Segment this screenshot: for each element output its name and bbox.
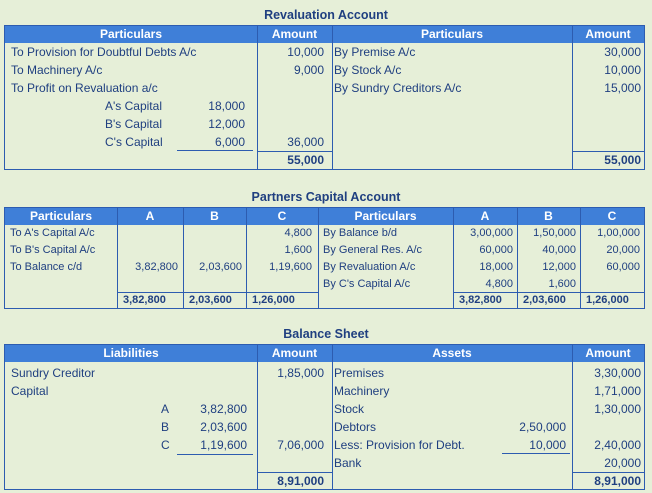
cr-label-1: By Stock A/c [334, 63, 402, 77]
cap-cr-label-2: By Revaluation A/c [323, 261, 416, 273]
sub-label-1: B's Capital [105, 117, 162, 131]
dr-label-0: To Provision for Doubtful Debts A/c [11, 45, 197, 59]
cap-cr-c-2: 60,000 [606, 261, 640, 273]
bs-asset-amount-2: 1,30,000 [594, 402, 641, 416]
cap-total-left-b: 2,03,600 [189, 294, 232, 306]
cr-amount-0: 30,000 [604, 45, 641, 59]
bs-asset-amount-0: 3,30,000 [594, 366, 641, 380]
bs-capital-label: Capital [11, 384, 49, 398]
revaluation-table: Particulars Amount Particulars Amount To… [4, 25, 645, 170]
cap-cr-label-3: By C's Capital A/c [323, 278, 411, 290]
cap-dr-label-2: To Balance c/d [10, 261, 83, 273]
cap-cr-b-1: 40,000 [542, 244, 576, 256]
capital-title: Partners Capital Account [251, 190, 401, 204]
bs-partner-value-b: 2,03,600 [200, 420, 247, 434]
bs-partner-name-a: A [161, 402, 170, 416]
bs-partner-value-c: 1,19,600 [200, 438, 247, 452]
cap-total-right-c: 1,26,000 [586, 294, 629, 306]
profit-amount: 36,000 [287, 135, 324, 149]
bs-asset-amount-1: 1,71,000 [594, 384, 641, 398]
bs-total-left: 8,91,000 [277, 474, 324, 488]
bs-header-liabilities: Liabilities [103, 346, 159, 360]
cap-dr-c-1: 1,600 [284, 244, 312, 256]
bs-asset-inner-4: 10,000 [529, 438, 566, 452]
cap-header-particulars-credit: Particulars [354, 209, 417, 223]
cap-total-left-a: 3,82,800 [123, 294, 166, 306]
cap-header-a: A [145, 209, 155, 223]
bs-header-amount-assets: Amount [585, 346, 631, 360]
bs-total-right: 8,91,000 [594, 474, 641, 488]
dr-amount-1: 9,000 [293, 63, 324, 77]
cap-header-c-credit: C [607, 209, 617, 223]
bs-sundry-creditor: Sundry Creditor [11, 366, 96, 380]
cap-cr-label-0: By Balance b/d [323, 227, 397, 239]
header-particulars: Particulars [99, 27, 163, 41]
bs-sundry-amount: 1,85,000 [277, 366, 324, 380]
dr-amount-0: 10,000 [287, 45, 324, 59]
cap-header-b-credit: B [544, 209, 553, 223]
bs-asset-label-4: Less: Provision for Debt. [334, 438, 465, 452]
bs-partner-value-a: 3,82,800 [200, 402, 247, 416]
cap-header-a-credit: A [480, 209, 490, 223]
cap-cr-label-1: By General Res. A/c [323, 244, 423, 256]
cap-total-right-b: 2,03,600 [523, 294, 566, 306]
cap-header-c: C [277, 209, 287, 223]
cap-cr-a-3: 4,800 [485, 278, 513, 290]
cap-header-b: B [210, 209, 219, 223]
cap-cr-b-0: 1,50,000 [533, 227, 576, 239]
capital-table: Particulars A B C Particulars A B C To A… [4, 207, 645, 309]
sub-value-0: 18,000 [208, 99, 245, 113]
bs-asset-amount-4: 2,40,000 [594, 438, 641, 452]
bs-partner-name-c: C [161, 438, 170, 452]
bs-asset-label-5: Bank [334, 456, 362, 470]
dr-label-2: To Profit on Revaluation a/c [11, 81, 158, 95]
header-amount-credit: Amount [585, 27, 631, 41]
sub-label-0: A's Capital [105, 99, 162, 113]
total-left: 55,000 [287, 153, 324, 167]
cap-total-right-a: 3,82,800 [459, 294, 502, 306]
total-right: 55,000 [604, 153, 641, 167]
revaluation-title: Revaluation Account [264, 8, 388, 22]
sub-value-1: 12,000 [208, 117, 245, 131]
cap-dr-c-2: 1,19,600 [269, 261, 312, 273]
cap-cr-c-1: 20,000 [606, 244, 640, 256]
cap-total-left-c: 1,26,000 [252, 294, 295, 306]
bs-asset-amount-5: 20,000 [604, 456, 641, 470]
cap-dr-label-0: To A's Capital A/c [10, 227, 95, 239]
bs-asset-label-2: Stock [334, 402, 365, 416]
cap-cr-a-2: 18,000 [479, 261, 513, 273]
dr-label-1: To Machinery A/c [11, 63, 103, 77]
bs-header-assets: Assets [432, 346, 472, 360]
balance-title: Balance Sheet [283, 327, 369, 341]
header-amount: Amount [271, 27, 318, 41]
bs-capital-amount: 7,06,000 [277, 438, 324, 452]
sub-label-2: C's Capital [105, 135, 163, 149]
cr-amount-2: 15,000 [604, 81, 641, 95]
cr-amount-1: 10,000 [604, 63, 641, 77]
cap-dr-label-1: To B's Capital A/c [10, 244, 96, 256]
cap-dr-a-2: 3,82,800 [135, 261, 178, 273]
cap-cr-b-3: 1,600 [548, 278, 576, 290]
bs-header-amount: Amount [271, 346, 318, 360]
cap-cr-a-0: 3,00,000 [470, 227, 513, 239]
bs-asset-label-0: Premises [334, 366, 385, 380]
bs-partner-name-b: B [161, 420, 170, 434]
cap-cr-b-2: 12,000 [542, 261, 576, 273]
balance-table: Liabilities Amount Assets Amount Sundry … [4, 344, 645, 490]
sub-value-2: 6,000 [214, 135, 245, 149]
bs-asset-label-3: Debtors [334, 420, 377, 434]
cr-label-0: By Premise A/c [334, 45, 416, 59]
cr-label-2: By Sundry Creditors A/c [334, 81, 462, 95]
bs-asset-label-1: Machinery [334, 384, 390, 398]
cap-header-particulars: Particulars [29, 209, 93, 223]
bs-asset-inner-3: 2,50,000 [519, 420, 566, 434]
cap-cr-c-0: 1,00,000 [597, 227, 640, 239]
cap-dr-c-0: 4,800 [284, 227, 312, 239]
cap-cr-a-1: 60,000 [479, 244, 513, 256]
header-particulars-credit: Particulars [420, 27, 484, 41]
cap-dr-b-2: 2,03,600 [199, 261, 242, 273]
